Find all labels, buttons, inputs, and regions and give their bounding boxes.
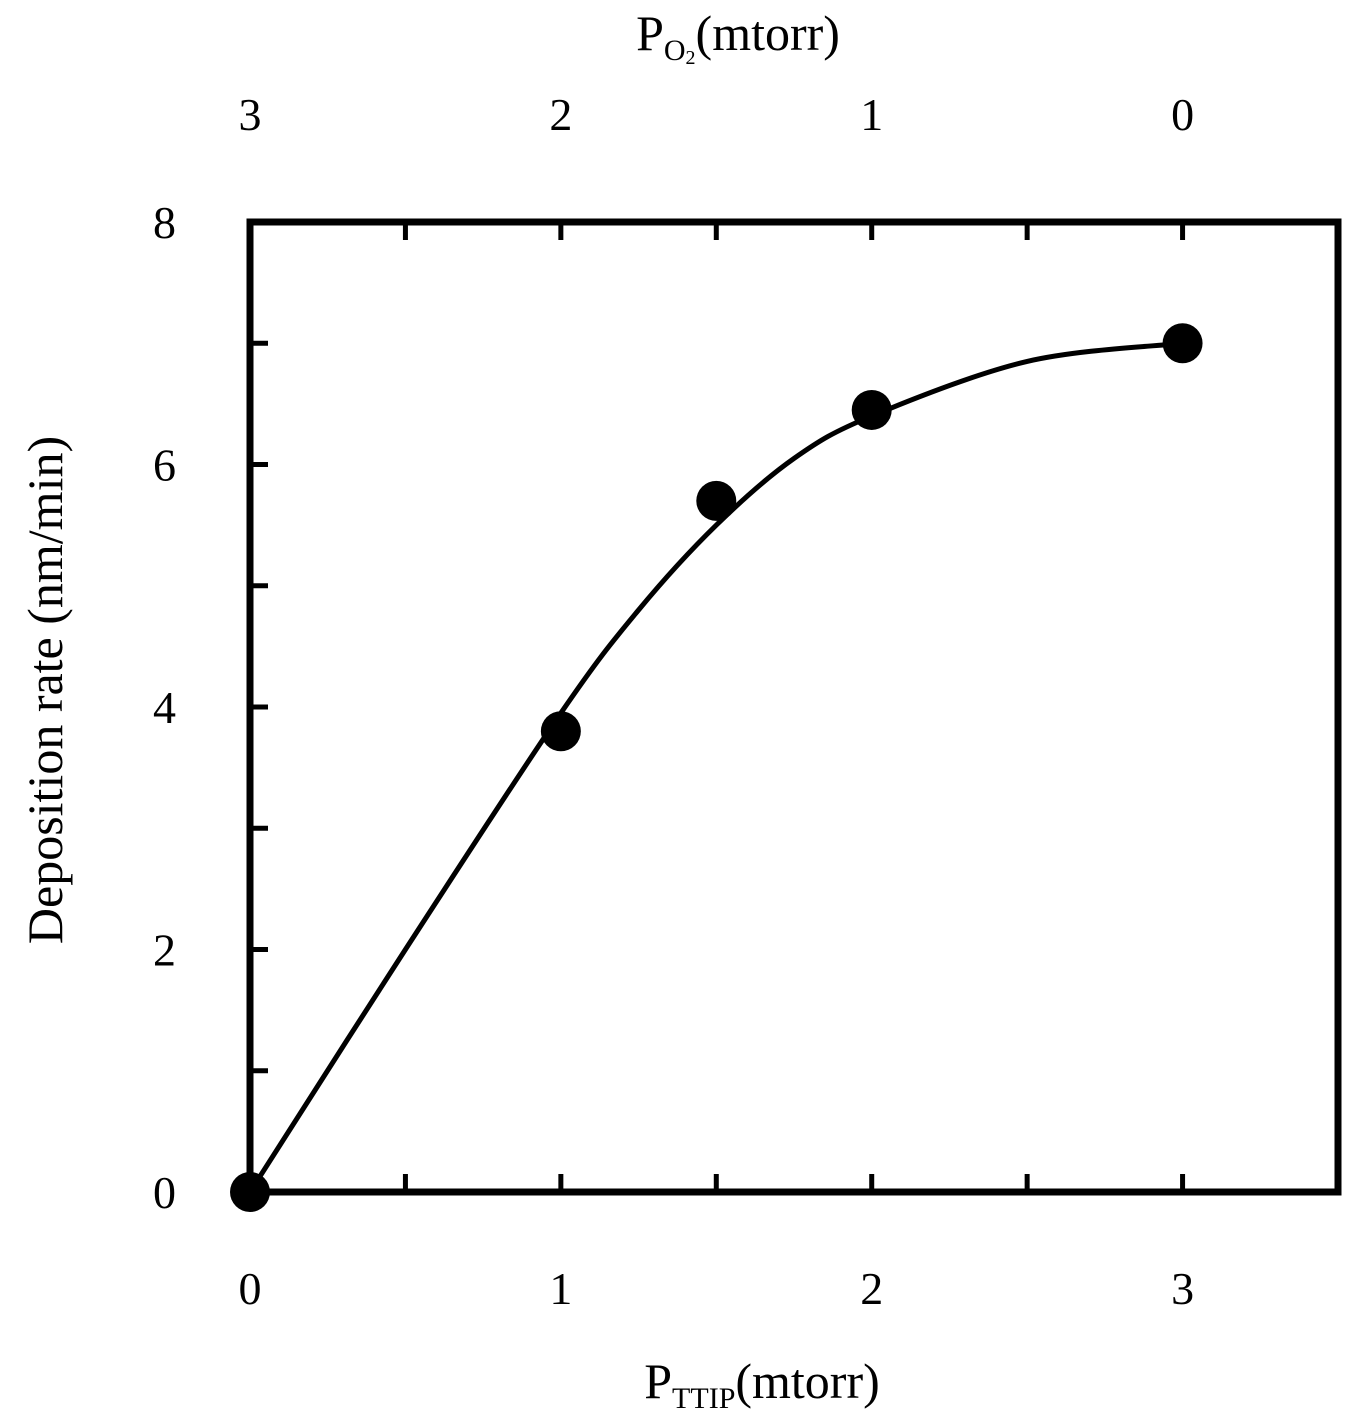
y-tick-label: 0 bbox=[153, 1167, 176, 1218]
x2-axis-title-sub: O bbox=[664, 34, 686, 67]
y-tick-label: 2 bbox=[153, 925, 176, 976]
x2-tick-label: 2 bbox=[549, 89, 572, 140]
x-axis-title-unit: (mtorr) bbox=[735, 1353, 879, 1409]
x-tick-label: 0 bbox=[239, 1263, 262, 1314]
axis-tick-labels: 0 1 2 3 3 2 1 0 0 2 4 6 8 bbox=[153, 89, 1194, 1314]
x-tick-label: 2 bbox=[860, 1263, 883, 1314]
data-point bbox=[1162, 323, 1203, 364]
x2-tick-label: 1 bbox=[860, 89, 883, 140]
x-tick-label: 3 bbox=[1171, 1263, 1194, 1314]
x2-axis-title-main: P bbox=[636, 5, 664, 61]
x-axis-title: PTTIP(mtorr) bbox=[644, 1353, 880, 1415]
data-point bbox=[851, 389, 892, 430]
x2-tick-label: 0 bbox=[1171, 89, 1194, 140]
x2-tick-label: 3 bbox=[239, 89, 262, 140]
x-axis-title-sub: TTIP bbox=[672, 1382, 735, 1415]
data-point bbox=[230, 1172, 270, 1212]
x2-axis-title-subsub: 2 bbox=[686, 47, 696, 69]
x2-axis-title: PO2(mtorr) bbox=[636, 5, 840, 69]
y-axis-title: Deposition rate (nm/min) bbox=[17, 436, 73, 944]
y-tick-label: 4 bbox=[153, 682, 176, 733]
x-tick-label: 1 bbox=[549, 1263, 572, 1314]
axis-ticks bbox=[247, 219, 1186, 1195]
fit-curve bbox=[247, 340, 1183, 1194]
data-points bbox=[230, 323, 1203, 1212]
data-point bbox=[540, 711, 581, 752]
x-axis-title-main: P bbox=[644, 1353, 672, 1409]
x2-axis-title-unit: (mtorr) bbox=[696, 5, 840, 61]
y-tick-label: 6 bbox=[153, 440, 176, 491]
data-point bbox=[696, 480, 737, 521]
plot-frame bbox=[246, 218, 1342, 1196]
y-tick-label: 8 bbox=[153, 197, 176, 248]
